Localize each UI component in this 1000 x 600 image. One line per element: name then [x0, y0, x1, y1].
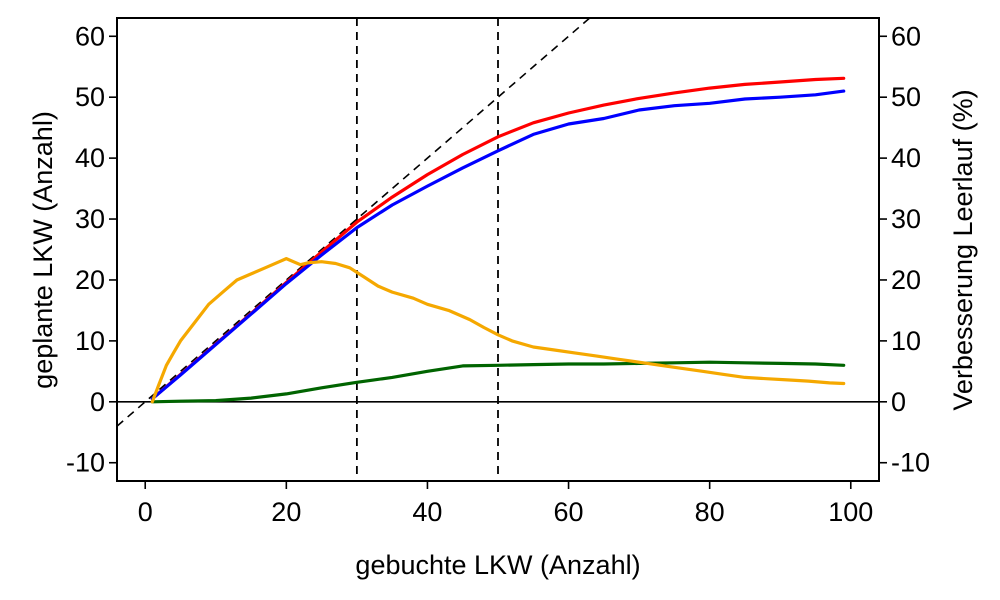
y-tick-label-left: 40 — [75, 143, 105, 173]
y-tick-label-right: 50 — [891, 82, 921, 112]
y-tick-label-left: 30 — [75, 204, 105, 234]
y-tick-label-right: 20 — [891, 265, 921, 295]
y-tick-label-right: 30 — [891, 204, 921, 234]
series-line-4 — [150, 257, 846, 404]
series-line-3 — [150, 360, 846, 404]
y-tick-label-left: 10 — [75, 326, 105, 356]
y-tick-label-right: 0 — [891, 387, 906, 417]
x-tick-label: 0 — [138, 497, 153, 527]
y-axis-title-left: geplante LKW (Anzahl) — [28, 111, 58, 389]
x-tick-label: 60 — [554, 497, 584, 527]
y-tick-label-right: 60 — [891, 21, 921, 51]
x-tick-label: 40 — [412, 497, 442, 527]
y-tick-label-right: -10 — [891, 448, 930, 478]
y-tick-label-left: 50 — [75, 82, 105, 112]
y-tick-label-left: 20 — [75, 265, 105, 295]
y-tick-label-right: 10 — [891, 326, 921, 356]
y-tick-label-left: -10 — [66, 448, 105, 478]
plot-frame — [116, 17, 880, 482]
axes: 0 20 40 60 80 100 -10 0 10 20 30 40 50 60 -10 0 10 20 30 40… — [66, 21, 930, 527]
series-lines — [150, 76, 846, 404]
x-tick-label: 20 — [271, 497, 301, 527]
series-line-1 — [150, 76, 846, 401]
x-tick-label: 100 — [828, 497, 873, 527]
y-tick-label-left: 60 — [75, 21, 105, 51]
x-tick-label: 80 — [695, 497, 725, 527]
reference-lines — [117, 18, 879, 481]
series-line-2 — [150, 89, 846, 401]
y-tick-label-right: 40 — [891, 143, 921, 173]
y-axis-title-right: Verbesserung Leerlauf (%) — [948, 89, 978, 410]
identity-diagonal-line — [117, 18, 591, 428]
x-axis-title: gebuchte LKW (Anzahl) — [355, 550, 640, 580]
y-tick-label-left: 0 — [90, 387, 105, 417]
